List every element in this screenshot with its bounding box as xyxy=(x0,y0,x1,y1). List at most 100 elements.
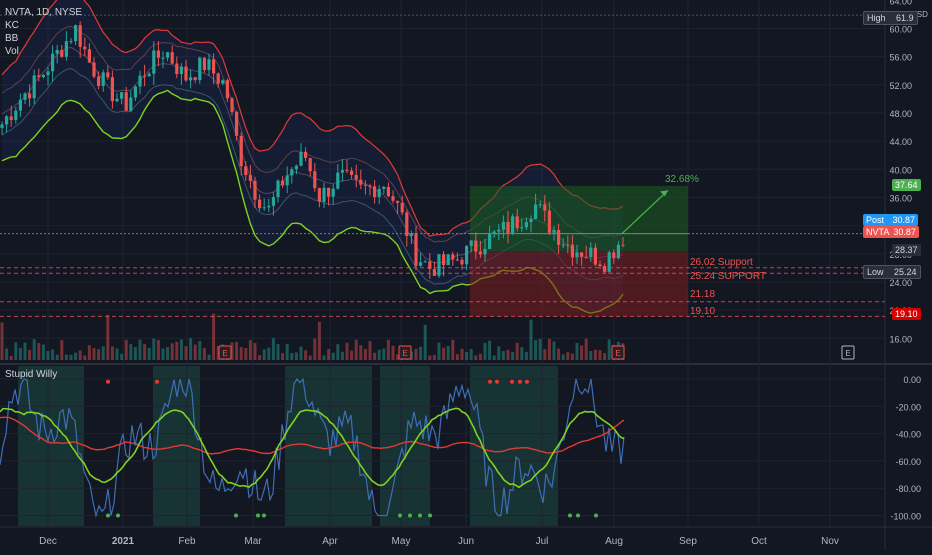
candle-body[interactable] xyxy=(14,110,18,120)
candle-body[interactable] xyxy=(451,254,455,260)
candle-body[interactable] xyxy=(570,244,574,258)
candle-body[interactable] xyxy=(557,229,561,245)
level-4-label[interactable]: 19.10 xyxy=(690,306,716,317)
candle-body[interactable] xyxy=(515,216,519,229)
candle-body[interactable] xyxy=(327,187,331,197)
candle-body[interactable] xyxy=(129,97,133,111)
candle-body[interactable] xyxy=(584,256,588,258)
candle-body[interactable] xyxy=(175,63,179,75)
candle-body[interactable] xyxy=(446,254,450,266)
candle-body[interactable] xyxy=(212,59,216,74)
candle-body[interactable] xyxy=(23,93,27,100)
candle-body[interactable] xyxy=(271,197,275,206)
candle-body[interactable] xyxy=(110,77,114,102)
candle-body[interactable] xyxy=(529,219,533,222)
candle-body[interactable] xyxy=(41,75,45,78)
candle-body[interactable] xyxy=(69,41,73,43)
candle-body[interactable] xyxy=(166,52,170,58)
candle-body[interactable] xyxy=(589,247,593,258)
candle-body[interactable] xyxy=(60,50,64,57)
candle-body[interactable] xyxy=(492,231,496,234)
candle-body[interactable] xyxy=(405,212,409,236)
candle-body[interactable] xyxy=(442,254,446,266)
support-level-2-label[interactable]: 25.24 SUPPORT xyxy=(690,271,766,282)
candle-body[interactable] xyxy=(391,196,395,201)
candle-body[interactable] xyxy=(138,75,142,87)
candle-body[interactable] xyxy=(64,41,68,57)
candle-body[interactable] xyxy=(78,25,82,47)
candle-body[interactable] xyxy=(74,25,78,42)
candle-body[interactable] xyxy=(340,169,344,173)
candle-body[interactable] xyxy=(336,172,340,189)
candle-body[interactable] xyxy=(534,204,538,220)
candle-body[interactable] xyxy=(239,135,243,167)
candle-body[interactable] xyxy=(161,57,165,59)
candle-body[interactable] xyxy=(202,57,206,71)
candle-body[interactable] xyxy=(253,180,257,200)
candle-body[interactable] xyxy=(304,151,308,159)
candle-body[interactable] xyxy=(37,75,41,78)
candle-body[interactable] xyxy=(547,210,551,233)
candle-body[interactable] xyxy=(290,169,294,176)
candle-body[interactable] xyxy=(262,207,266,209)
candle-body[interactable] xyxy=(5,116,9,125)
candle-body[interactable] xyxy=(0,124,4,128)
projection-arrow-line[interactable] xyxy=(621,189,669,235)
candle-body[interactable] xyxy=(198,57,202,81)
candle-body[interactable] xyxy=(423,261,427,263)
candle-body[interactable] xyxy=(133,86,137,98)
candle-body[interactable] xyxy=(414,233,418,266)
candle-body[interactable] xyxy=(483,248,487,255)
candle-body[interactable] xyxy=(575,252,579,258)
candle-body[interactable] xyxy=(156,50,160,58)
candle-body[interactable] xyxy=(598,264,602,267)
candle-body[interactable] xyxy=(92,62,96,77)
candle-body[interactable] xyxy=(115,98,119,102)
candle-body[interactable] xyxy=(524,221,528,228)
candle-body[interactable] xyxy=(465,246,469,265)
candle-body[interactable] xyxy=(179,66,183,75)
candle-body[interactable] xyxy=(566,244,570,246)
candle-body[interactable] xyxy=(552,229,556,233)
candle-body[interactable] xyxy=(216,73,220,84)
candle-body[interactable] xyxy=(501,221,505,230)
candle-body[interactable] xyxy=(299,151,303,166)
candle-body[interactable] xyxy=(101,72,105,86)
candle-body[interactable] xyxy=(432,268,436,276)
candle-body[interactable] xyxy=(308,158,312,172)
candle-body[interactable] xyxy=(28,93,32,99)
candle-body[interactable] xyxy=(322,187,326,202)
candle-body[interactable] xyxy=(225,80,229,99)
candle-body[interactable] xyxy=(593,247,597,265)
candle-body[interactable] xyxy=(603,266,607,272)
candle-body[interactable] xyxy=(87,49,91,63)
level-3-label[interactable]: 21.18 xyxy=(690,289,716,300)
candle-body[interactable] xyxy=(124,92,128,111)
candle-body[interactable] xyxy=(221,80,225,84)
candle-body[interactable] xyxy=(345,169,349,171)
candle-body[interactable] xyxy=(616,244,620,259)
candle-body[interactable] xyxy=(377,188,381,198)
candle-body[interactable] xyxy=(350,170,354,175)
symbol-title[interactable]: NVTA, 1D, NYSE xyxy=(5,7,83,18)
candle-body[interactable] xyxy=(18,99,22,111)
candle-body[interactable] xyxy=(382,186,386,189)
candle-body[interactable] xyxy=(363,184,367,186)
candle-body[interactable] xyxy=(46,71,50,76)
candle-body[interactable] xyxy=(32,75,36,99)
future-earnings-marker[interactable] xyxy=(841,345,855,360)
indicator-vol-label[interactable]: Vol xyxy=(5,46,19,57)
candle-body[interactable] xyxy=(455,259,459,261)
support-level-1-label[interactable]: 26.02 Support xyxy=(690,257,753,268)
candle-body[interactable] xyxy=(9,116,13,120)
candle-body[interactable] xyxy=(313,171,317,189)
candle-body[interactable] xyxy=(386,186,390,197)
candle-body[interactable] xyxy=(506,221,510,234)
candle-body[interactable] xyxy=(511,216,515,234)
candle-body[interactable] xyxy=(248,175,252,181)
candle-body[interactable] xyxy=(317,188,321,202)
candle-body[interactable] xyxy=(51,53,55,72)
candle-body[interactable] xyxy=(55,50,59,54)
candle-body[interactable] xyxy=(193,77,197,81)
